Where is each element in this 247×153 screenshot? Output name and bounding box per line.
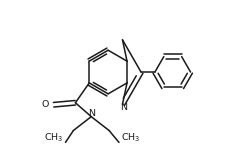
Text: O: O [41, 100, 49, 109]
Text: CH$_3$: CH$_3$ [121, 132, 141, 144]
Text: N: N [88, 109, 95, 118]
Text: CH$_3$: CH$_3$ [44, 132, 63, 144]
Text: N: N [120, 103, 127, 112]
